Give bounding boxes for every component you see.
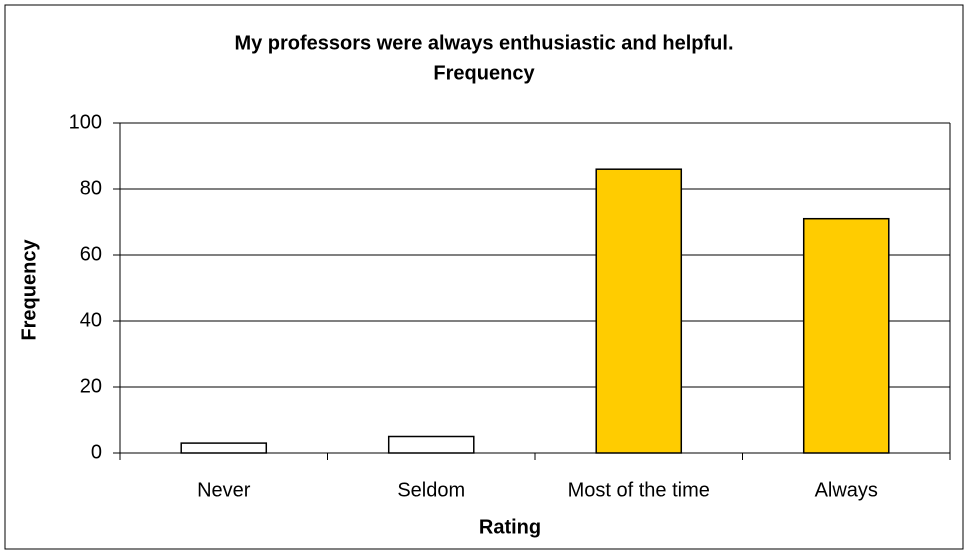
y-tick-label: 40 bbox=[80, 309, 102, 331]
bar bbox=[802, 217, 890, 454]
x-tick-label: Never bbox=[197, 479, 251, 501]
chart-subtitle: Frequency bbox=[433, 62, 535, 84]
x-axis-label: Rating bbox=[479, 516, 541, 538]
bar bbox=[180, 442, 268, 454]
bar bbox=[387, 435, 475, 454]
y-tick-label: 100 bbox=[69, 111, 102, 133]
y-tick-label: 80 bbox=[80, 177, 102, 199]
bar bbox=[595, 168, 683, 454]
y-tick-label: 20 bbox=[80, 375, 102, 397]
x-tick-label: Most of the time bbox=[568, 479, 710, 501]
x-tick-label: Always bbox=[815, 479, 878, 501]
y-tick-label: 0 bbox=[91, 441, 102, 463]
y-axis-label: Frequency bbox=[18, 239, 40, 341]
chart-title: My professors were always enthusiastic a… bbox=[234, 32, 733, 54]
y-tick-label: 60 bbox=[80, 243, 102, 265]
x-tick-label: Seldom bbox=[397, 479, 465, 501]
